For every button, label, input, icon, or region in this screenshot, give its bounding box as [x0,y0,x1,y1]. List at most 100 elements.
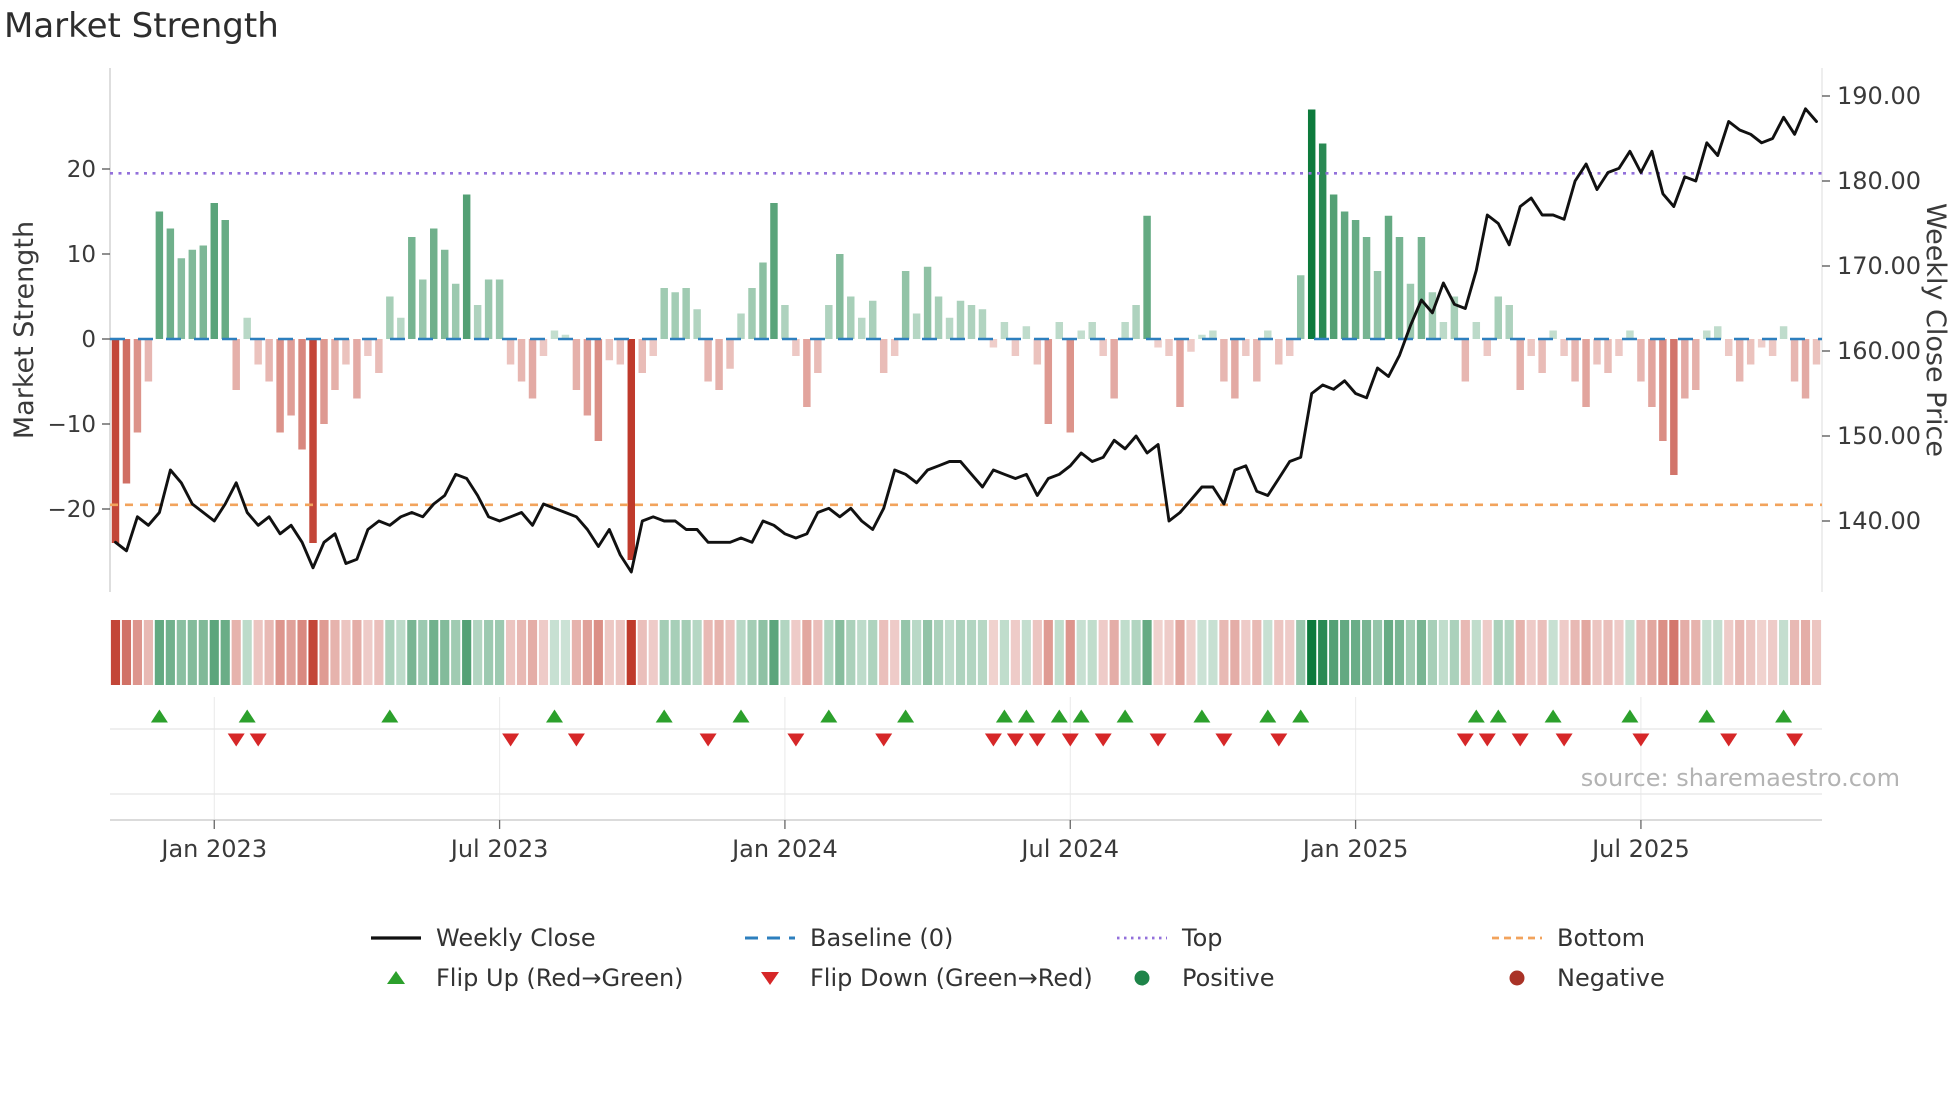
flip-down-marker [875,733,893,747]
strength-bar [890,339,899,356]
heatmap-cell [1120,620,1130,685]
strength-bar [814,339,822,373]
strength-bar [1571,339,1579,382]
strength-bar [517,339,526,382]
flip-up-marker [1193,709,1211,723]
strength-bar [397,317,405,339]
heatmap-cell [1230,620,1240,685]
heatmap-cell [242,620,252,685]
guide-lines [110,172,1822,507]
flip-down-marker [1632,733,1650,747]
strength-bar [572,339,581,390]
strength-bar [1275,339,1283,365]
heatmap-cell [275,620,285,685]
left-tick-label: 10 [67,242,96,268]
strength-bar [1461,339,1470,382]
strength-bar [243,317,251,339]
x-tick-label: Jan 2023 [159,835,267,863]
heatmap-cell [1482,620,1492,685]
weekly-close [114,107,1818,574]
strength-bar [638,339,646,373]
heatmap-cell [758,620,768,685]
strength-bar [122,339,131,484]
flip-down-marker [1028,733,1046,747]
heatmap-cell [1603,620,1613,685]
strength-bar [1395,237,1404,339]
heatmap-cell [1449,620,1459,685]
heatmap-cell [780,620,790,685]
strength-bar [1428,292,1437,339]
heatmap-cell [1471,620,1481,685]
legend-item-bottom: Bottom [1491,924,1645,952]
x-tick-label: Jul 2024 [1019,835,1119,863]
legend-item-top: Top [1116,924,1223,952]
strength-bar [353,339,361,399]
heatmap-cell [363,620,373,685]
strength-bar [1176,339,1184,407]
heatmap-cell [1493,620,1503,685]
heatmap-cell [1789,620,1800,685]
heatmap-cell [440,620,450,685]
strength-bar [1604,339,1612,373]
strength-bar [1066,339,1074,433]
strength-bar [1143,215,1151,339]
strength-bar [1362,237,1371,339]
heatmap-cell [703,620,713,685]
strength-bar [594,339,603,441]
right-tick-label: 180.00 [1837,167,1921,195]
heatmap-cell [1318,620,1328,685]
strength-bar [1801,339,1810,399]
heatmap-cell [933,620,944,685]
strength-bar [858,317,866,339]
strength-bar [1022,326,1031,339]
strength-bar [847,296,855,339]
strength-bar [561,334,570,339]
strength-bar [1351,220,1360,339]
strength-bar [704,339,712,382]
heatmap-cell [648,620,658,685]
strength-bar [111,339,120,543]
strength-bar [550,330,559,339]
heatmap-cell [1669,620,1679,685]
heatmap-cell [1197,620,1207,685]
strength-bar [155,211,164,339]
heatmap-strip [110,620,1822,685]
strength-bar [1516,339,1524,390]
strength-bar [1209,330,1217,339]
legend-item-positive: Positive [1116,964,1275,992]
strength-bar [616,339,625,365]
heatmap-cell [999,620,1009,685]
legend-item-baseline: Baseline (0) [744,924,953,952]
strength-bar [1724,339,1733,356]
strength-bar [1615,339,1623,356]
heatmap-cell [1296,620,1306,685]
strength-bar [375,339,383,373]
flip-down-marker [1456,733,1474,747]
strength-bar [1340,211,1349,339]
strength-bar [1384,215,1393,339]
heatmap-cell [1131,620,1141,685]
heatmap-cell [604,620,614,685]
heatmap-cell [319,620,329,685]
strength-bar [1077,330,1085,339]
flip-down-marker [1061,733,1079,747]
strength-bar [1220,339,1228,382]
positive-dot-icon [1134,970,1150,986]
negative-dot-icon [1509,970,1525,986]
heatmap-cell [407,620,417,685]
strength-bar [1088,322,1096,339]
strength-bar [956,300,965,339]
strength-bar [1417,237,1426,339]
flip-down-marker [227,733,245,747]
heatmap-cell [835,620,845,685]
left-tick-label: 20 [67,157,96,183]
flip-down-marker [1270,733,1288,747]
flip-up-marker [732,709,750,723]
flip-up-marker [897,709,915,723]
heatmap-cell [1735,620,1745,685]
heatmap-cell [1746,620,1756,685]
heatmap-cell [505,620,516,685]
strength-bar [166,228,175,339]
heatmap-cell [692,620,702,685]
heatmap-cell [374,620,384,685]
